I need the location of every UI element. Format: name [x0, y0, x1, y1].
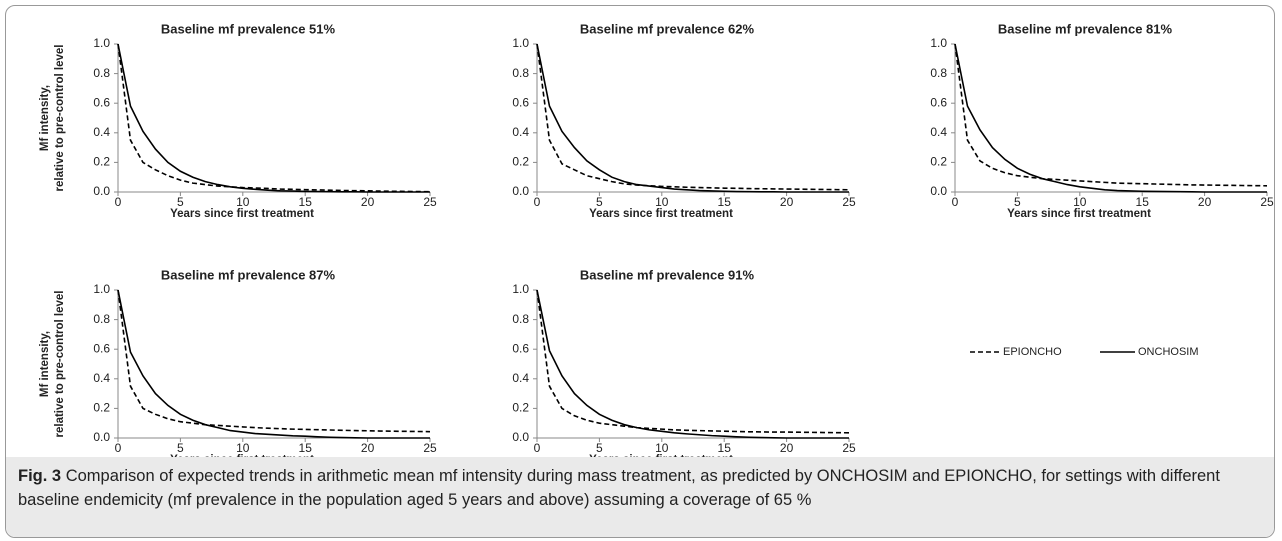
y-axis-label: relative to pre-control level: [54, 291, 66, 438]
y-tick-label: 1.0: [93, 36, 110, 50]
y-tick-label: 1.0: [512, 36, 529, 50]
x-tick-label: 5: [596, 195, 603, 209]
x-tick-label: 10: [655, 441, 669, 455]
chart-title: Baseline mf prevalence 87%: [161, 267, 336, 282]
x-tick-label: 10: [236, 441, 250, 455]
y-tick-label: 0.8: [512, 312, 529, 326]
y-axis-label: relative to pre-control level: [54, 45, 66, 192]
x-tick-label: 5: [177, 441, 184, 455]
caption-text: Comparison of expected trends in arithme…: [18, 467, 1220, 509]
y-tick-label: 0.2: [512, 401, 529, 415]
chart-title: Baseline mf prevalence 62%: [580, 21, 755, 36]
line-series: [117, 289, 431, 433]
line-series: [536, 43, 849, 193]
chart-title: Baseline mf prevalence 91%: [580, 267, 755, 282]
y-tick-label: 0.2: [930, 155, 947, 169]
y-tick-label: 0.0: [512, 184, 529, 198]
x-tick-label: 0: [115, 195, 122, 209]
y-tick-label: 0.8: [512, 66, 529, 80]
y-tick-label: 0.8: [93, 312, 110, 326]
line-series: [954, 43, 1267, 193]
y-axis-label: Mf intensity,: [39, 331, 51, 397]
legend-label: ONCHOSIM: [1138, 346, 1199, 358]
y-tick-label: 0.0: [512, 430, 529, 444]
x-tick-label: 25: [842, 441, 856, 455]
y-tick-label: 0.6: [93, 341, 110, 355]
y-tick-label: 0.4: [93, 371, 110, 385]
y-tick-label: 0.6: [512, 341, 529, 355]
figure: EPIONCHO ONCHOSIM Baseline mf prevalence…: [39, 21, 1274, 457]
chart-title: Baseline mf prevalence 51%: [161, 21, 336, 36]
line-series: [536, 43, 850, 191]
y-tick-label: 0.4: [93, 125, 110, 139]
x-tick-label: 15: [718, 441, 732, 455]
y-tick-label: 0.6: [512, 95, 529, 109]
caption-label: Fig. 3: [18, 467, 62, 485]
x-tick-label: 20: [361, 195, 375, 209]
x-tick-label: 25: [842, 195, 856, 209]
x-tick-label: 25: [1260, 195, 1274, 209]
x-tick-label: 25: [423, 441, 437, 455]
figure-frame: [5, 5, 1275, 538]
y-tick-label: 1.0: [93, 282, 110, 296]
y-tick-label: 0.6: [930, 95, 947, 109]
y-tick-label: 1.0: [930, 36, 947, 50]
y-tick-label: 0.8: [930, 66, 947, 80]
x-tick-label: 5: [1014, 195, 1021, 209]
x-tick-label: 15: [718, 195, 732, 209]
y-tick-label: 0.6: [93, 95, 110, 109]
x-tick-label: 20: [780, 441, 794, 455]
chart-title: Baseline mf prevalence 81%: [998, 21, 1173, 36]
y-axis-label: Mf intensity,: [39, 85, 51, 151]
y-tick-label: 0.0: [93, 184, 110, 198]
x-axis-label: Years since first treatment: [170, 208, 314, 220]
x-tick-label: 0: [952, 195, 959, 209]
y-tick-label: 0.2: [93, 155, 110, 169]
x-tick-label: 15: [299, 195, 313, 209]
line-series: [536, 289, 850, 434]
line-series: [954, 43, 1268, 187]
x-tick-label: 15: [299, 441, 313, 455]
caption: Fig. 3 Comparison of expected trends in …: [6, 457, 1274, 537]
x-tick-label: 10: [655, 195, 669, 209]
y-tick-label: 0.0: [930, 184, 947, 198]
x-axis-label: Years since first treatment: [1007, 208, 1151, 220]
x-tick-label: 0: [534, 441, 541, 455]
x-tick-label: 5: [596, 441, 603, 455]
x-tick-label: 0: [534, 195, 541, 209]
x-tick-label: 20: [1198, 195, 1212, 209]
y-tick-label: 0.4: [512, 125, 529, 139]
y-tick-label: 0.8: [93, 66, 110, 80]
line-series: [117, 43, 430, 193]
y-tick-label: 0.2: [93, 401, 110, 415]
x-tick-label: 10: [236, 195, 250, 209]
y-tick-label: 0.2: [512, 155, 529, 169]
x-tick-label: 20: [361, 441, 375, 455]
line-series: [536, 289, 849, 439]
x-tick-label: 10: [1073, 195, 1087, 209]
y-tick-label: 1.0: [512, 282, 529, 296]
y-tick-label: 0.4: [512, 371, 529, 385]
x-tick-label: 20: [780, 195, 794, 209]
y-tick-label: 0.0: [93, 430, 110, 444]
x-axis-label: Years since first treatment: [589, 208, 733, 220]
x-axis-label: Years since first treatment: [589, 454, 733, 457]
legend-label: EPIONCHO: [1003, 346, 1062, 358]
line-series: [117, 43, 431, 193]
x-tick-label: 15: [1136, 195, 1150, 209]
y-tick-label: 0.4: [930, 125, 947, 139]
x-axis-label: Years since first treatment: [170, 454, 314, 457]
x-tick-label: 0: [115, 441, 122, 455]
x-tick-label: 25: [423, 195, 437, 209]
line-series: [117, 289, 430, 439]
x-tick-label: 5: [177, 195, 184, 209]
